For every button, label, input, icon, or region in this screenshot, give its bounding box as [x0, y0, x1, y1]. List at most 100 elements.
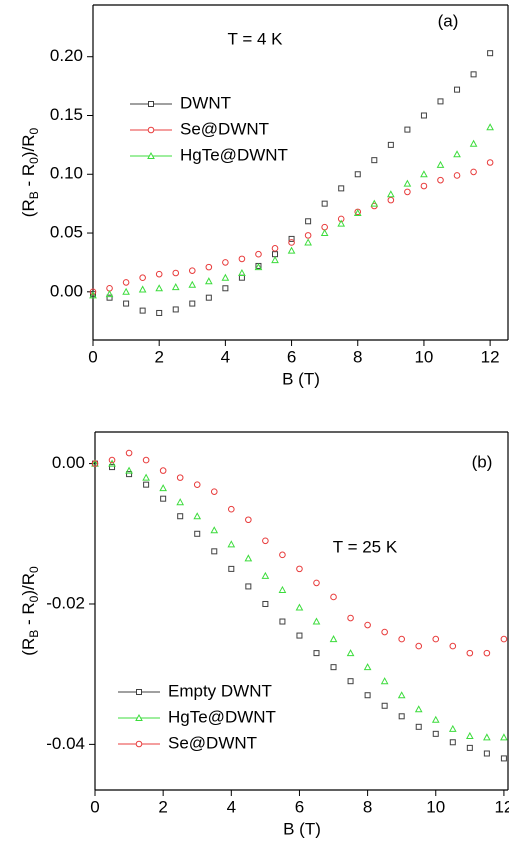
- marker: [126, 471, 133, 478]
- y-tick-label: 0.10: [50, 164, 83, 183]
- marker: [271, 245, 279, 252]
- marker: [279, 618, 286, 625]
- x-axis-label: B (T): [283, 819, 321, 838]
- marker: [238, 268, 246, 276]
- y-label-part: )/R: [19, 573, 38, 596]
- marker: [204, 277, 213, 285]
- marker: [210, 526, 219, 534]
- marker: [125, 466, 133, 474]
- marker: [254, 263, 263, 271]
- x-tick-label: 0: [88, 347, 97, 366]
- marker: [245, 516, 252, 524]
- marker: [437, 98, 444, 105]
- x-tick-label: 8: [363, 797, 372, 816]
- marker: [415, 723, 422, 730]
- marker: [363, 663, 372, 671]
- marker: [122, 287, 130, 295]
- marker: [500, 755, 507, 762]
- marker: [469, 139, 478, 147]
- marker: [147, 126, 155, 134]
- marker: [155, 284, 164, 292]
- y-label-part: B: [27, 191, 41, 199]
- marker: [296, 565, 303, 573]
- marker: [188, 280, 197, 288]
- marker: [142, 456, 150, 464]
- marker: [453, 150, 461, 158]
- marker: [244, 554, 253, 562]
- marker: [470, 71, 477, 78]
- marker: [500, 733, 508, 741]
- marker: [398, 635, 405, 643]
- legend-label: Se@DWNT: [168, 733, 257, 752]
- marker: [193, 481, 201, 488]
- x-tick-label: 4: [221, 347, 230, 366]
- y-tick-label: 0.20: [50, 46, 83, 65]
- marker: [483, 733, 491, 741]
- marker: [147, 151, 155, 159]
- marker: [448, 724, 457, 732]
- marker: [432, 730, 439, 737]
- marker: [278, 585, 287, 593]
- marker: [105, 290, 114, 298]
- marker: [159, 484, 167, 492]
- marker: [483, 649, 491, 657]
- marker: [261, 571, 270, 579]
- marker: [138, 285, 147, 293]
- marker: [415, 642, 423, 650]
- marker: [470, 168, 477, 176]
- marker: [387, 141, 394, 148]
- marker: [143, 481, 150, 488]
- x-tick-label: 6: [287, 347, 296, 366]
- marker: [337, 215, 345, 223]
- x-tick-label: 10: [414, 347, 433, 366]
- marker: [347, 614, 354, 622]
- marker: [125, 449, 133, 457]
- marker: [228, 505, 235, 513]
- marker: [487, 50, 494, 57]
- marker: [89, 288, 97, 296]
- marker: [228, 565, 235, 572]
- x-tick-label: 12: [494, 797, 509, 816]
- y-axis-label: (RB - R0)/R0: [19, 566, 41, 656]
- marker: [108, 459, 116, 467]
- x-tick-label: 6: [295, 797, 304, 816]
- y-label-part: (R: [19, 638, 38, 656]
- x-tick-label: 0: [90, 797, 99, 816]
- marker: [205, 263, 213, 271]
- marker: [453, 172, 461, 179]
- marker: [205, 294, 212, 301]
- y-label-part: (R: [19, 199, 38, 217]
- y-tick-label: -0.04: [46, 734, 85, 753]
- marker: [398, 713, 405, 720]
- marker: [295, 603, 304, 611]
- marker: [159, 467, 167, 474]
- marker: [222, 285, 229, 292]
- marker: [370, 199, 379, 207]
- marker: [347, 678, 354, 685]
- marker: [160, 495, 167, 502]
- marker: [172, 306, 179, 313]
- marker: [321, 200, 328, 207]
- marker: [432, 635, 440, 643]
- marker: [414, 705, 423, 713]
- marker: [135, 713, 143, 721]
- legend-label: DWNT: [180, 93, 231, 112]
- marker: [304, 232, 312, 239]
- marker: [466, 649, 474, 657]
- marker: [312, 617, 321, 625]
- y-tick-label: 0.15: [50, 105, 83, 124]
- marker: [465, 731, 474, 739]
- marker: [171, 283, 180, 291]
- marker: [210, 488, 218, 495]
- marker: [106, 294, 113, 301]
- marker: [142, 473, 150, 481]
- marker: [313, 579, 320, 587]
- marker: [91, 460, 99, 467]
- x-tick-label: 2: [158, 797, 167, 816]
- x-tick-label: 4: [227, 797, 236, 816]
- marker: [500, 635, 508, 643]
- marker: [262, 600, 269, 607]
- y-tick-label: 0.05: [50, 223, 83, 242]
- marker: [139, 307, 146, 314]
